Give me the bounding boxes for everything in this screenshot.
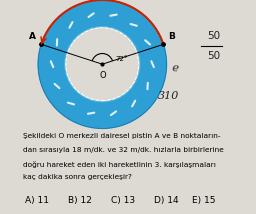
Text: A) 11: A) 11	[25, 196, 49, 205]
Text: E) 15: E) 15	[192, 196, 216, 205]
Text: kaç dakika sonra gerçekleşir?: kaç dakika sonra gerçekleşir?	[23, 174, 132, 180]
Text: B: B	[168, 32, 175, 41]
Text: O: O	[99, 71, 106, 80]
Text: 72°: 72°	[115, 56, 128, 62]
Circle shape	[65, 27, 140, 102]
Circle shape	[38, 0, 166, 128]
Text: Şekildeki O merkezli dairesel pistin A ve B noktaların-: Şekildeki O merkezli dairesel pistin A v…	[23, 133, 221, 139]
Text: 50: 50	[207, 31, 220, 41]
Text: 50: 50	[207, 51, 220, 61]
Text: e: e	[171, 63, 179, 74]
Text: doğru hareket eden iki hareketlinin 3. karşılaşmaları: doğru hareket eden iki hareketlinin 3. k…	[23, 160, 216, 168]
Circle shape	[66, 28, 139, 101]
Text: C) 13: C) 13	[111, 196, 135, 205]
Text: 310: 310	[158, 91, 179, 101]
Text: D) 14: D) 14	[154, 196, 178, 205]
Text: A: A	[29, 32, 36, 41]
Text: dan sırasıyla 18 m/dk. ve 32 m/dk. hızlarla birbirlerine: dan sırasıyla 18 m/dk. ve 32 m/dk. hızla…	[23, 147, 224, 153]
Text: B) 12: B) 12	[68, 196, 92, 205]
